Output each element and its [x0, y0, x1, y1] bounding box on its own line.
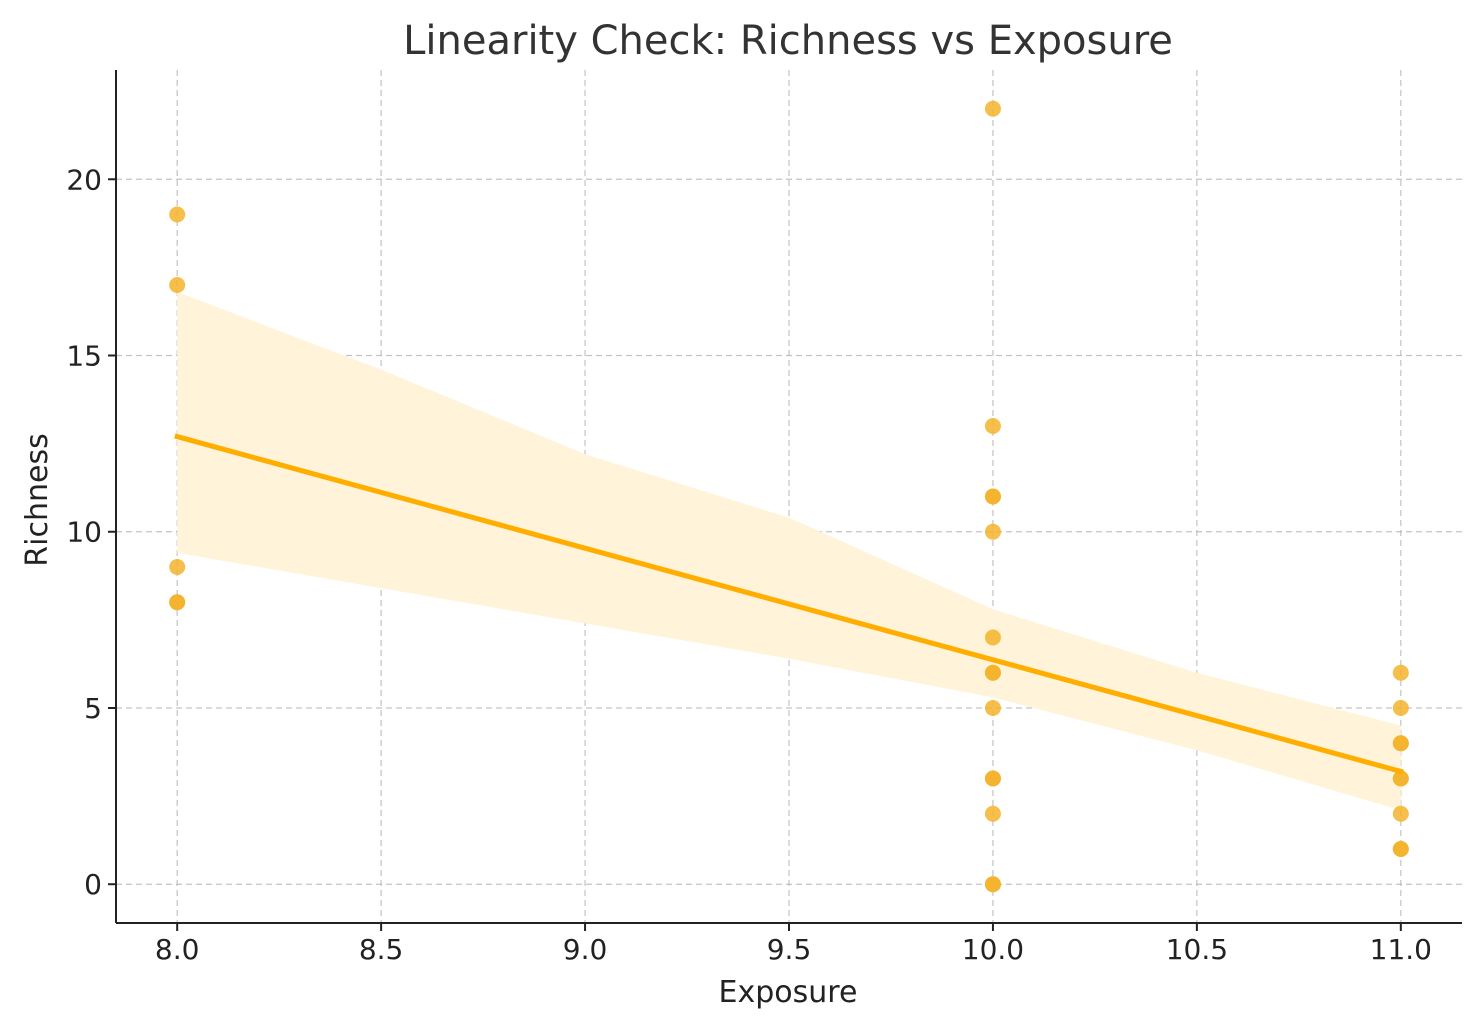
y-tick-label: 10 — [66, 516, 102, 549]
data-point — [984, 664, 1001, 681]
data-point — [169, 206, 186, 223]
y-axis-ticks: 0 5 10 15 20 — [66, 163, 116, 901]
data-point — [984, 488, 1001, 505]
x-tick-label: 9.5 — [767, 933, 812, 966]
data-point — [984, 699, 1001, 716]
confidence-band-layer — [177, 292, 1401, 811]
data-point — [984, 876, 1001, 893]
regression-line-layer — [174, 433, 1404, 775]
data-point — [984, 100, 1001, 117]
data-point — [169, 558, 186, 575]
data-point — [1392, 699, 1409, 716]
data-point — [984, 805, 1001, 822]
x-axis-label: Exposure — [719, 975, 858, 1010]
y-tick-label: 0 — [84, 868, 102, 901]
data-point — [1392, 664, 1409, 681]
data-points — [169, 100, 1409, 893]
x-tick-label: 8.5 — [359, 933, 404, 966]
x-tick-label: 8.0 — [155, 933, 200, 966]
y-axis-label: Richness — [20, 433, 55, 566]
x-axis-ticks: 8.0 8.5 9.0 9.5 10.0 10.5 11.0 — [155, 923, 1432, 966]
data-point — [1392, 840, 1409, 857]
data-point — [984, 523, 1001, 540]
data-point — [1392, 805, 1409, 822]
regression-line — [174, 433, 1404, 775]
y-tick-label: 15 — [66, 340, 102, 373]
data-point — [984, 770, 1001, 787]
data-point — [169, 277, 186, 294]
data-point — [1392, 770, 1409, 787]
x-tick-label: 10.5 — [1166, 933, 1228, 966]
data-point — [984, 418, 1001, 435]
data-point — [1392, 735, 1409, 752]
confidence-band — [177, 292, 1401, 811]
x-tick-label: 10.0 — [962, 933, 1024, 966]
data-point — [169, 594, 186, 611]
x-tick-label: 9.0 — [563, 933, 608, 966]
chart-title: Linearity Check: Richness vs Exposure — [403, 18, 1173, 64]
y-tick-label: 5 — [84, 692, 102, 725]
y-tick-label: 20 — [66, 163, 102, 196]
data-point — [984, 629, 1001, 646]
x-tick-label: 11.0 — [1370, 933, 1432, 966]
